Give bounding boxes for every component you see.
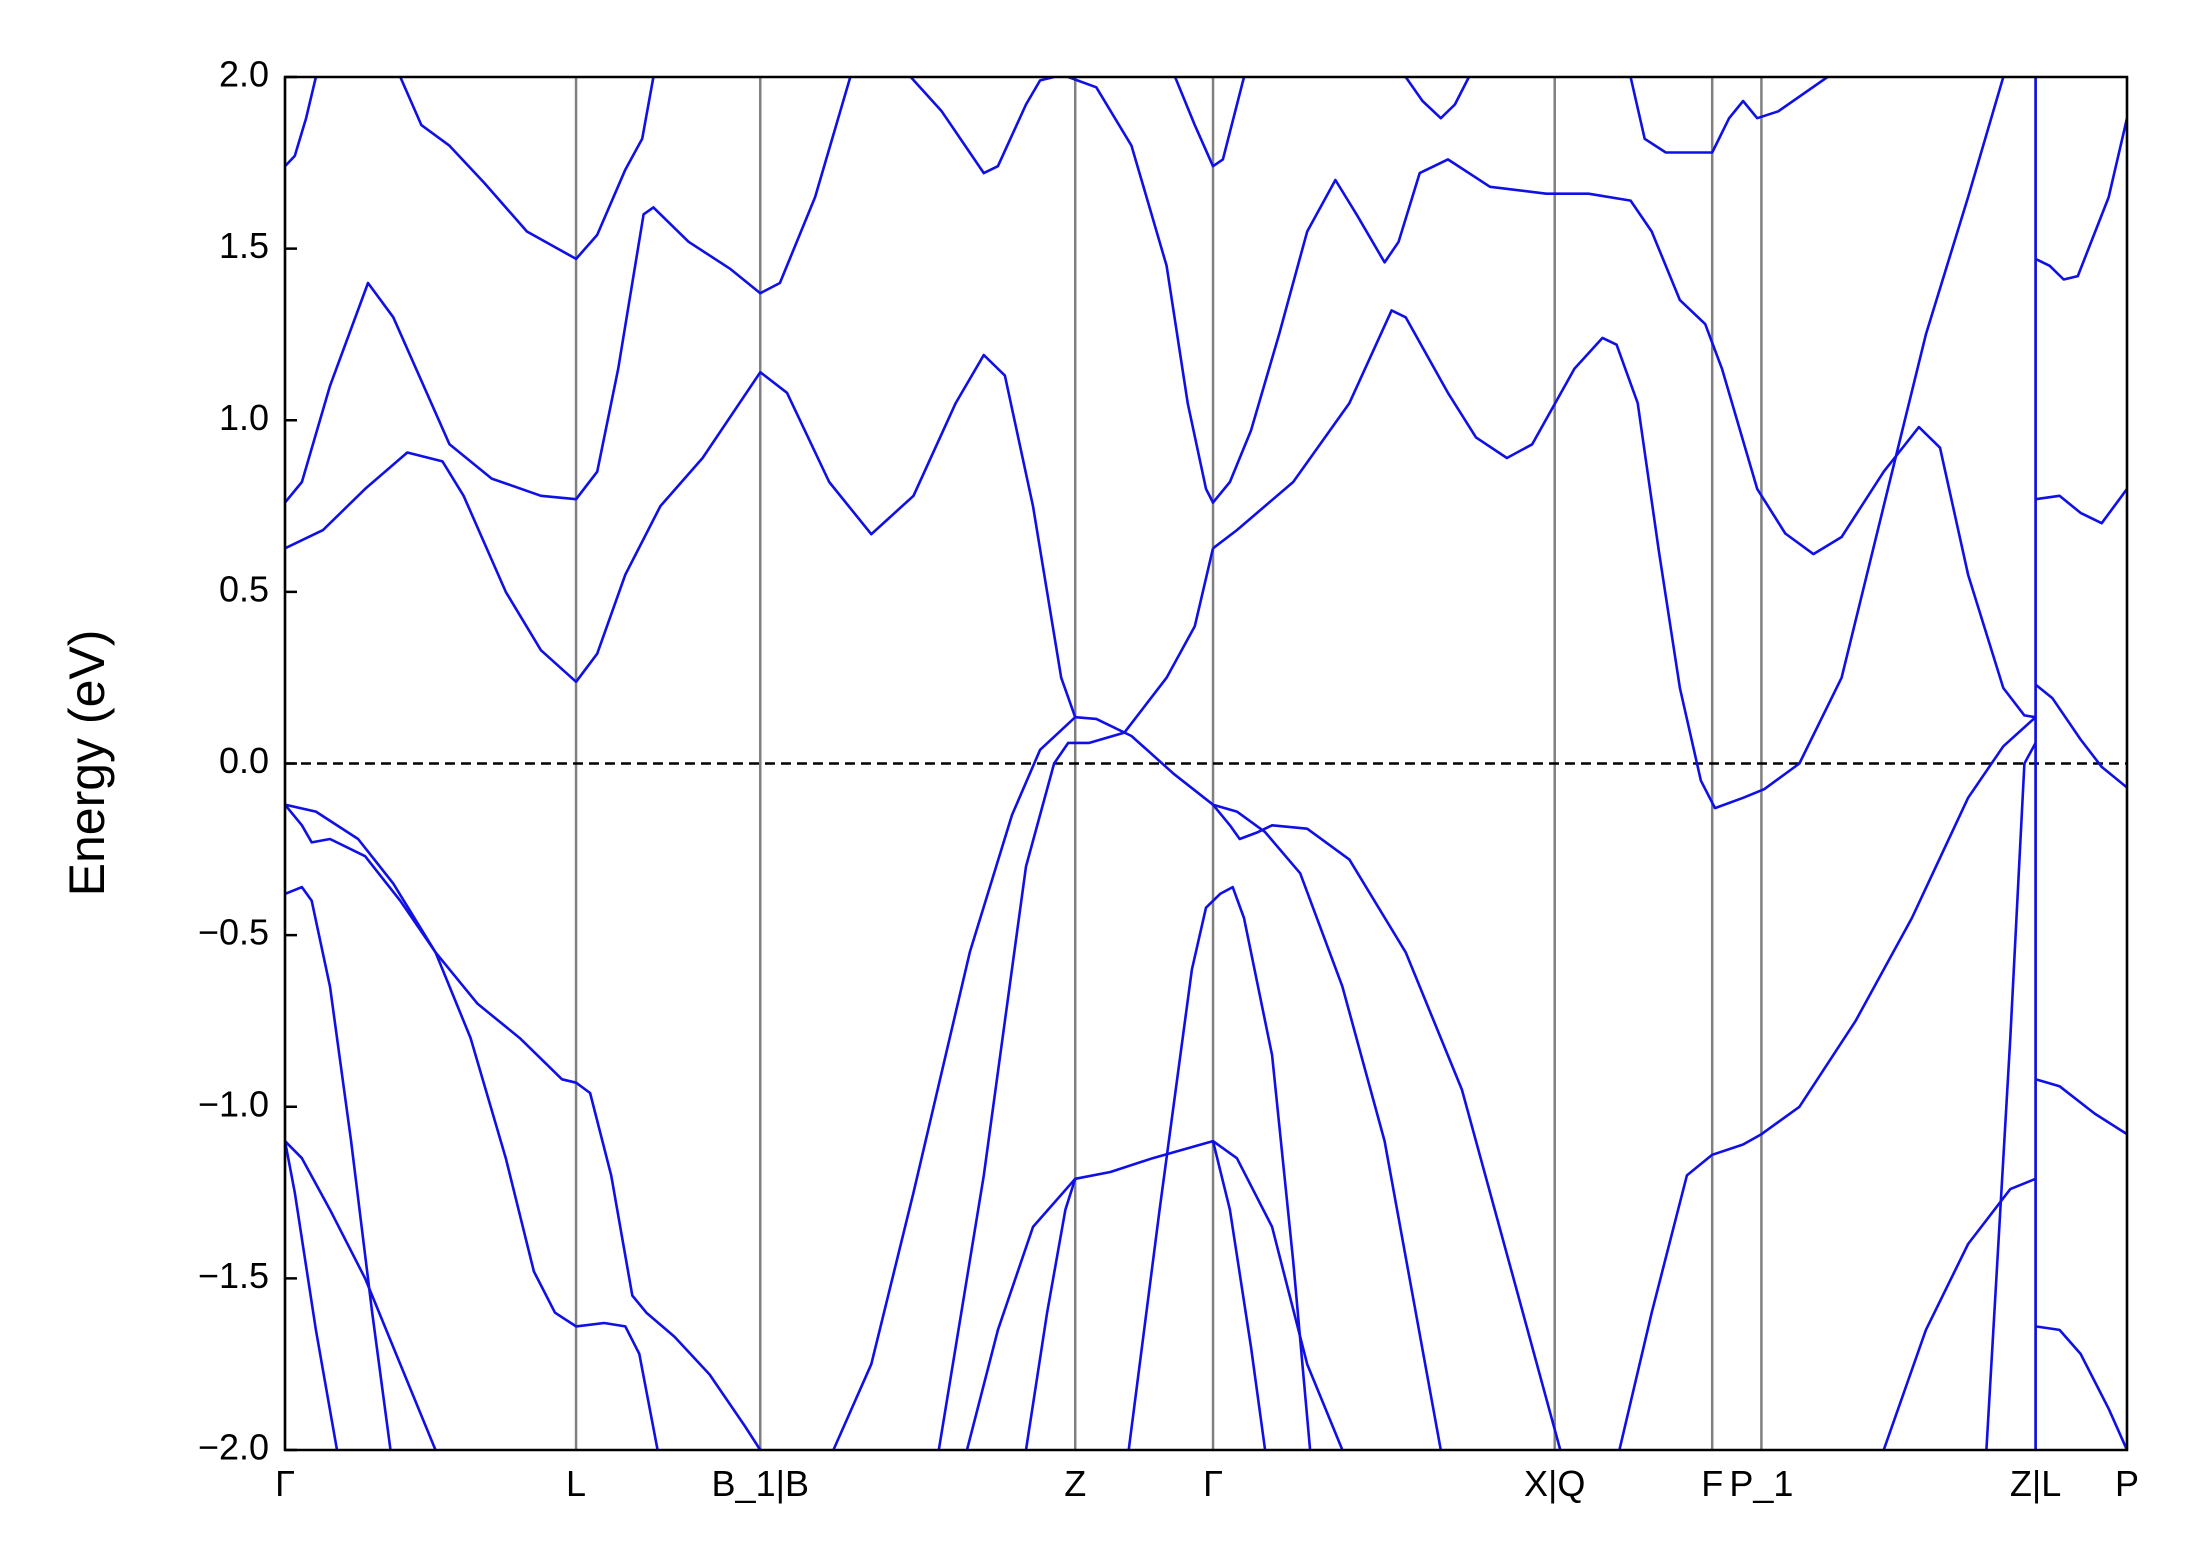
x-tick-label: Γ	[1203, 1463, 1223, 1504]
y-tick-label: 1.0	[219, 397, 269, 438]
band-line	[285, 1140, 437, 1450]
y-tick-label: −1.0	[198, 1083, 269, 1124]
x-tick-label: Γ	[275, 1463, 295, 1504]
bands	[285, 77, 2127, 1450]
band-line	[937, 548, 1215, 1450]
band-line	[1404, 77, 1471, 120]
band-line	[285, 353, 1562, 1450]
x-tick-label: L	[566, 1463, 586, 1504]
band-line	[1211, 1140, 1267, 1450]
band-line	[2035, 488, 2127, 525]
band-line	[2034, 683, 2127, 789]
band-line	[2035, 1325, 2127, 1450]
band-line	[1985, 742, 2037, 1450]
band-line	[832, 716, 1077, 1450]
band-line	[965, 1139, 1344, 1450]
y-axis-label: Energy (eV)	[59, 630, 115, 897]
y-tick-label: −1.5	[198, 1255, 269, 1296]
band-line	[285, 1140, 339, 1450]
y-tick-label: 0.0	[219, 740, 269, 781]
band-line	[1212, 77, 2005, 810]
band-line	[1173, 77, 1246, 168]
y-tick-label: −2.0	[198, 1427, 269, 1468]
band-line	[1629, 77, 1829, 154]
x-tick-label: F	[1701, 1463, 1723, 1504]
y-tick-label: −0.5	[198, 912, 269, 953]
band-line	[285, 803, 762, 1450]
x-tick-label: B_1|B	[712, 1463, 809, 1504]
band-line	[285, 77, 852, 504]
band-line	[1024, 1178, 1077, 1450]
band-line	[285, 885, 392, 1450]
band-line	[909, 77, 1055, 175]
band-line	[1127, 885, 1312, 1450]
x-tick-label: X|Q	[1524, 1463, 1585, 1504]
x-tick-label: P	[2115, 1463, 2139, 1504]
band-line	[1618, 716, 2037, 1450]
x-tick-label: P_1	[1729, 1463, 1793, 1504]
y-tick-label: 2.0	[219, 54, 269, 95]
band-line	[2035, 1078, 2127, 1136]
band-line	[1067, 77, 2036, 719]
x-tick-label: Z|L	[2010, 1463, 2061, 1504]
x-tick-label: Z	[1064, 1463, 1086, 1504]
plot-frame	[283, 75, 2129, 1452]
y-tick-label: 1.5	[219, 225, 269, 266]
band-line	[285, 803, 659, 1450]
band-line	[1212, 803, 1443, 1450]
band-line	[2035, 117, 2127, 281]
band-line	[285, 77, 318, 168]
band-line	[399, 77, 655, 261]
band-line	[1882, 1177, 2037, 1450]
y-tick-label: 0.5	[219, 568, 269, 609]
